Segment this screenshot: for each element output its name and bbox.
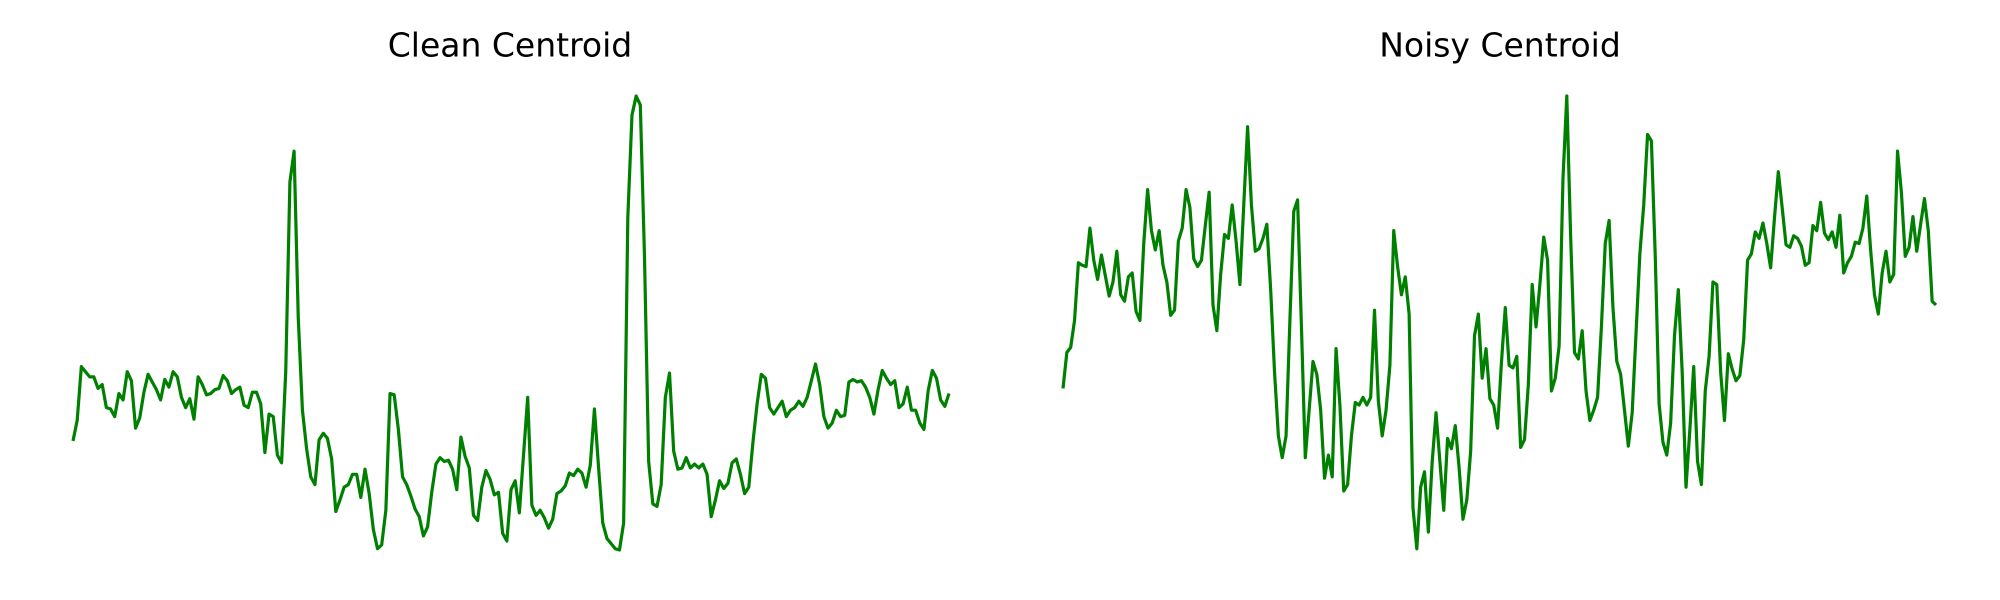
chart-title: Noisy Centroid bbox=[1379, 26, 1621, 65]
chart-title: Clean Centroid bbox=[388, 26, 633, 65]
data-line bbox=[71, 94, 951, 552]
data-line bbox=[1061, 94, 1938, 551]
